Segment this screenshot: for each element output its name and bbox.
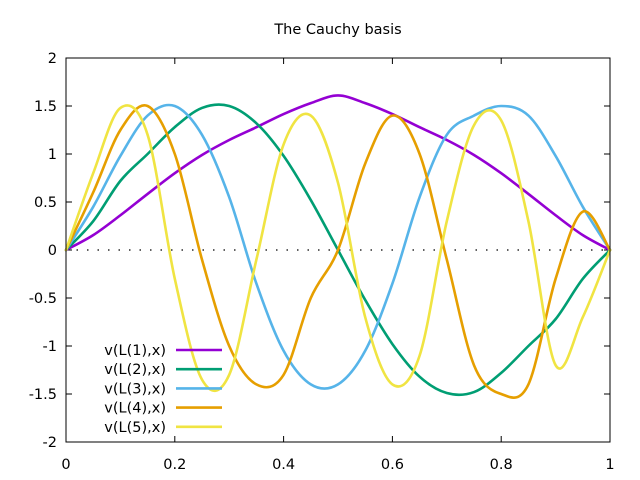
x-tick-label: 1 — [605, 457, 614, 473]
x-axis-tick-labels: 0 0.2 0.4 0.6 0.8 1 — [61, 457, 614, 473]
series-line-4 — [64, 104, 612, 399]
y-axis-tick-labels: 2 1.5 1 0.5 0 -0.5 -1 -1.5 -2 — [29, 51, 57, 451]
y-tick-label: -2 — [43, 435, 57, 451]
y-tick-label: 2 — [48, 51, 57, 67]
y-tick-label: -0.5 — [29, 291, 57, 307]
x-tick-label: 0.4 — [272, 457, 295, 473]
y-tick-label: 1 — [48, 147, 57, 163]
series-lines — [64, 94, 612, 399]
y-tick-label: -1 — [43, 339, 57, 355]
legend-label: v(L(3),x) — [104, 381, 166, 397]
x-tick-label: 0.2 — [163, 457, 186, 473]
x-tick-label: 0 — [61, 457, 70, 473]
series-line-5 — [64, 104, 612, 392]
legend-label: v(L(2),x) — [104, 362, 166, 378]
chart-title: The Cauchy basis — [273, 22, 401, 38]
legend-label: v(L(5),x) — [104, 420, 166, 436]
x-tick-label: 0.8 — [490, 457, 513, 473]
y-tick-label: -1.5 — [29, 387, 57, 403]
plot-frame — [65, 57, 611, 443]
legend: v(L(1),x) v(L(2),x) v(L(3),x) v(L(4),x) v(L(… — [104, 343, 222, 436]
series-line-3 — [64, 103, 612, 390]
legend-label: v(L(1),x) — [104, 343, 166, 359]
y-tick-label: 1.5 — [34, 99, 57, 115]
y-tick-label: 0 — [48, 243, 57, 259]
x-tick-label: 0.6 — [381, 457, 404, 473]
y-tick-label: 0.5 — [34, 195, 57, 211]
legend-label: v(L(4),x) — [104, 401, 166, 417]
